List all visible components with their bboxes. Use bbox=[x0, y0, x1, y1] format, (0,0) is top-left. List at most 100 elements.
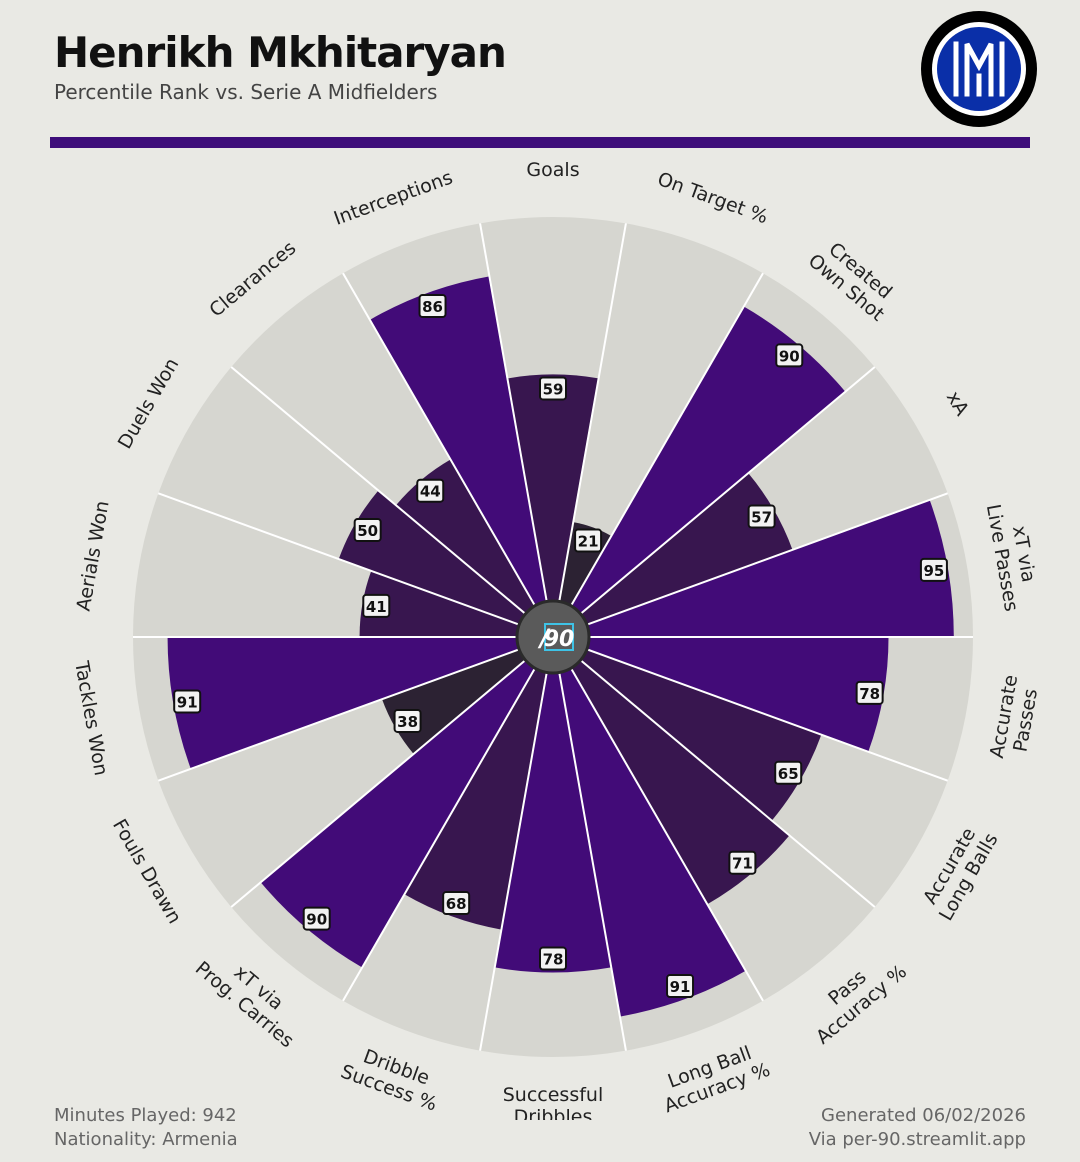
value-label: 78 bbox=[543, 951, 564, 969]
label-tackles-won: Tackles Won bbox=[70, 659, 112, 778]
value-label: 41 bbox=[366, 598, 387, 616]
bar-accurate-passes bbox=[553, 637, 889, 752]
badge-box bbox=[362, 593, 391, 618]
value-label: 78 bbox=[859, 685, 880, 703]
spoke bbox=[552, 636, 627, 1051]
inter-crest-icon: IM bbox=[921, 11, 1037, 127]
category-label: Clearances bbox=[205, 237, 300, 322]
badge-accurate-long-balls: 65 bbox=[774, 760, 803, 785]
spoke bbox=[479, 636, 554, 1051]
label-clearances: Clearances bbox=[205, 237, 300, 322]
bar-dribble-success bbox=[404, 637, 553, 930]
badge-box bbox=[353, 518, 382, 542]
badge-created-own-shot: 90 bbox=[775, 343, 804, 368]
badge-tackles-won: 91 bbox=[173, 689, 202, 714]
badge-box bbox=[574, 528, 603, 553]
spoke bbox=[157, 636, 554, 782]
label-accurate-passes: AccuratePasses bbox=[986, 673, 1044, 764]
label-long-ball-accuracy: Long BallAccuracy % bbox=[661, 1042, 773, 1117]
value-label: 91 bbox=[177, 694, 198, 712]
category-label: Fouls Drawn bbox=[108, 815, 185, 927]
category-label: xA bbox=[942, 387, 973, 419]
page-title: Henrikh Mkhitaryan bbox=[54, 28, 507, 77]
badge-xt-via-prog-carries: 90 bbox=[302, 906, 331, 931]
spoke bbox=[552, 366, 876, 638]
bar-goals bbox=[507, 374, 599, 637]
spoke bbox=[552, 636, 876, 908]
label-goals: Goals bbox=[526, 160, 579, 181]
nationality: Nationality: Armenia bbox=[54, 1129, 238, 1150]
category-label: AccurateLong Balls bbox=[916, 818, 1003, 924]
value-label: 65 bbox=[778, 765, 799, 783]
bar-long-ball-accuracy bbox=[553, 637, 746, 1017]
value-label: 50 bbox=[357, 522, 378, 540]
badge-box bbox=[173, 689, 202, 714]
bar-xa bbox=[553, 473, 793, 637]
minutes-played: Minutes Played: 942 bbox=[54, 1105, 237, 1126]
category-label: Successful Dribbles bbox=[503, 1084, 604, 1120]
value-label: 68 bbox=[446, 895, 467, 913]
bar-interceptions bbox=[369, 276, 553, 637]
badge-box bbox=[416, 478, 445, 503]
source-link[interactable]: Via per-90.streamlit.app bbox=[808, 1129, 1026, 1150]
bar-pass-accuracy bbox=[553, 637, 790, 905]
badge-long-ball-accuracy: 91 bbox=[666, 974, 695, 999]
center-circle bbox=[515, 599, 591, 675]
badge-box bbox=[302, 906, 331, 931]
value-label: 57 bbox=[751, 509, 772, 527]
radial-bar-chart: Goals On Target % CreatedOwn Shot xA xT viaL… bbox=[70, 160, 1044, 1120]
badge-box bbox=[418, 294, 447, 318]
center-slash: / bbox=[537, 624, 551, 652]
category-label: Interceptions bbox=[331, 167, 456, 230]
chart-spokes bbox=[133, 223, 973, 1051]
badge-box bbox=[539, 376, 567, 401]
badge-box bbox=[855, 680, 884, 705]
category-label: Aerials Won bbox=[73, 499, 114, 613]
bar-created-own-shot bbox=[553, 306, 846, 637]
label-xa: xA bbox=[942, 387, 973, 419]
category-label: AccuratePasses bbox=[986, 673, 1044, 764]
badge-pass-accuracy: 71 bbox=[728, 850, 757, 875]
value-label: 91 bbox=[670, 978, 691, 996]
bar-tackles-won bbox=[167, 637, 553, 769]
spoke bbox=[552, 636, 949, 782]
bar-fouls-drawn bbox=[382, 637, 553, 754]
badge-dribble-success: 68 bbox=[442, 891, 471, 916]
value-label: 95 bbox=[923, 562, 944, 580]
center-badge: / 90 bbox=[515, 599, 591, 675]
value-label: 90 bbox=[306, 911, 327, 929]
chart-value-badges: 59 21 90 57 95 78 65 71 91 78 68 90 38 91 41 50 44 86 bbox=[173, 294, 948, 999]
badge-box bbox=[393, 708, 422, 733]
badge-box bbox=[919, 557, 948, 582]
value-label: 59 bbox=[543, 380, 564, 398]
badge-box bbox=[539, 946, 567, 971]
spoke bbox=[479, 223, 554, 638]
value-label: 71 bbox=[732, 855, 753, 873]
bar-successful-dribbles bbox=[494, 637, 612, 973]
value-label: 90 bbox=[779, 347, 800, 365]
category-label: Goals bbox=[526, 160, 579, 181]
label-duels-won: Duels Won bbox=[114, 354, 184, 452]
label-aerials-won: Aerials Won bbox=[73, 499, 114, 613]
spoke bbox=[552, 223, 627, 638]
center-number: 90 bbox=[544, 627, 575, 652]
generated-date: Generated 06/02/2026 bbox=[821, 1105, 1026, 1126]
category-label: DribbleSuccess % bbox=[338, 1040, 448, 1116]
badge-successful-dribbles: 78 bbox=[539, 946, 567, 971]
page-subtitle: Percentile Rank vs. Serie A Midfielders bbox=[54, 80, 438, 104]
badge-aerials-won: 41 bbox=[362, 593, 391, 618]
label-dribble-success: DribbleSuccess % bbox=[338, 1040, 448, 1116]
spoke bbox=[230, 366, 554, 638]
badge-clearances: 44 bbox=[416, 478, 445, 503]
label-successful-dribbles: Successful Dribbles bbox=[503, 1084, 604, 1120]
spoke bbox=[552, 272, 764, 638]
header-divider bbox=[50, 137, 1030, 148]
spoke bbox=[552, 636, 764, 1002]
label-accurate-long-balls: AccurateLong Balls bbox=[916, 818, 1003, 925]
bar-accurate-long-balls bbox=[553, 637, 822, 821]
category-label: CreatedOwn Shot bbox=[804, 233, 903, 326]
badge-box bbox=[728, 850, 757, 875]
label-interceptions: Interceptions bbox=[331, 167, 456, 230]
spoke bbox=[342, 636, 554, 1002]
spoke bbox=[342, 272, 554, 638]
